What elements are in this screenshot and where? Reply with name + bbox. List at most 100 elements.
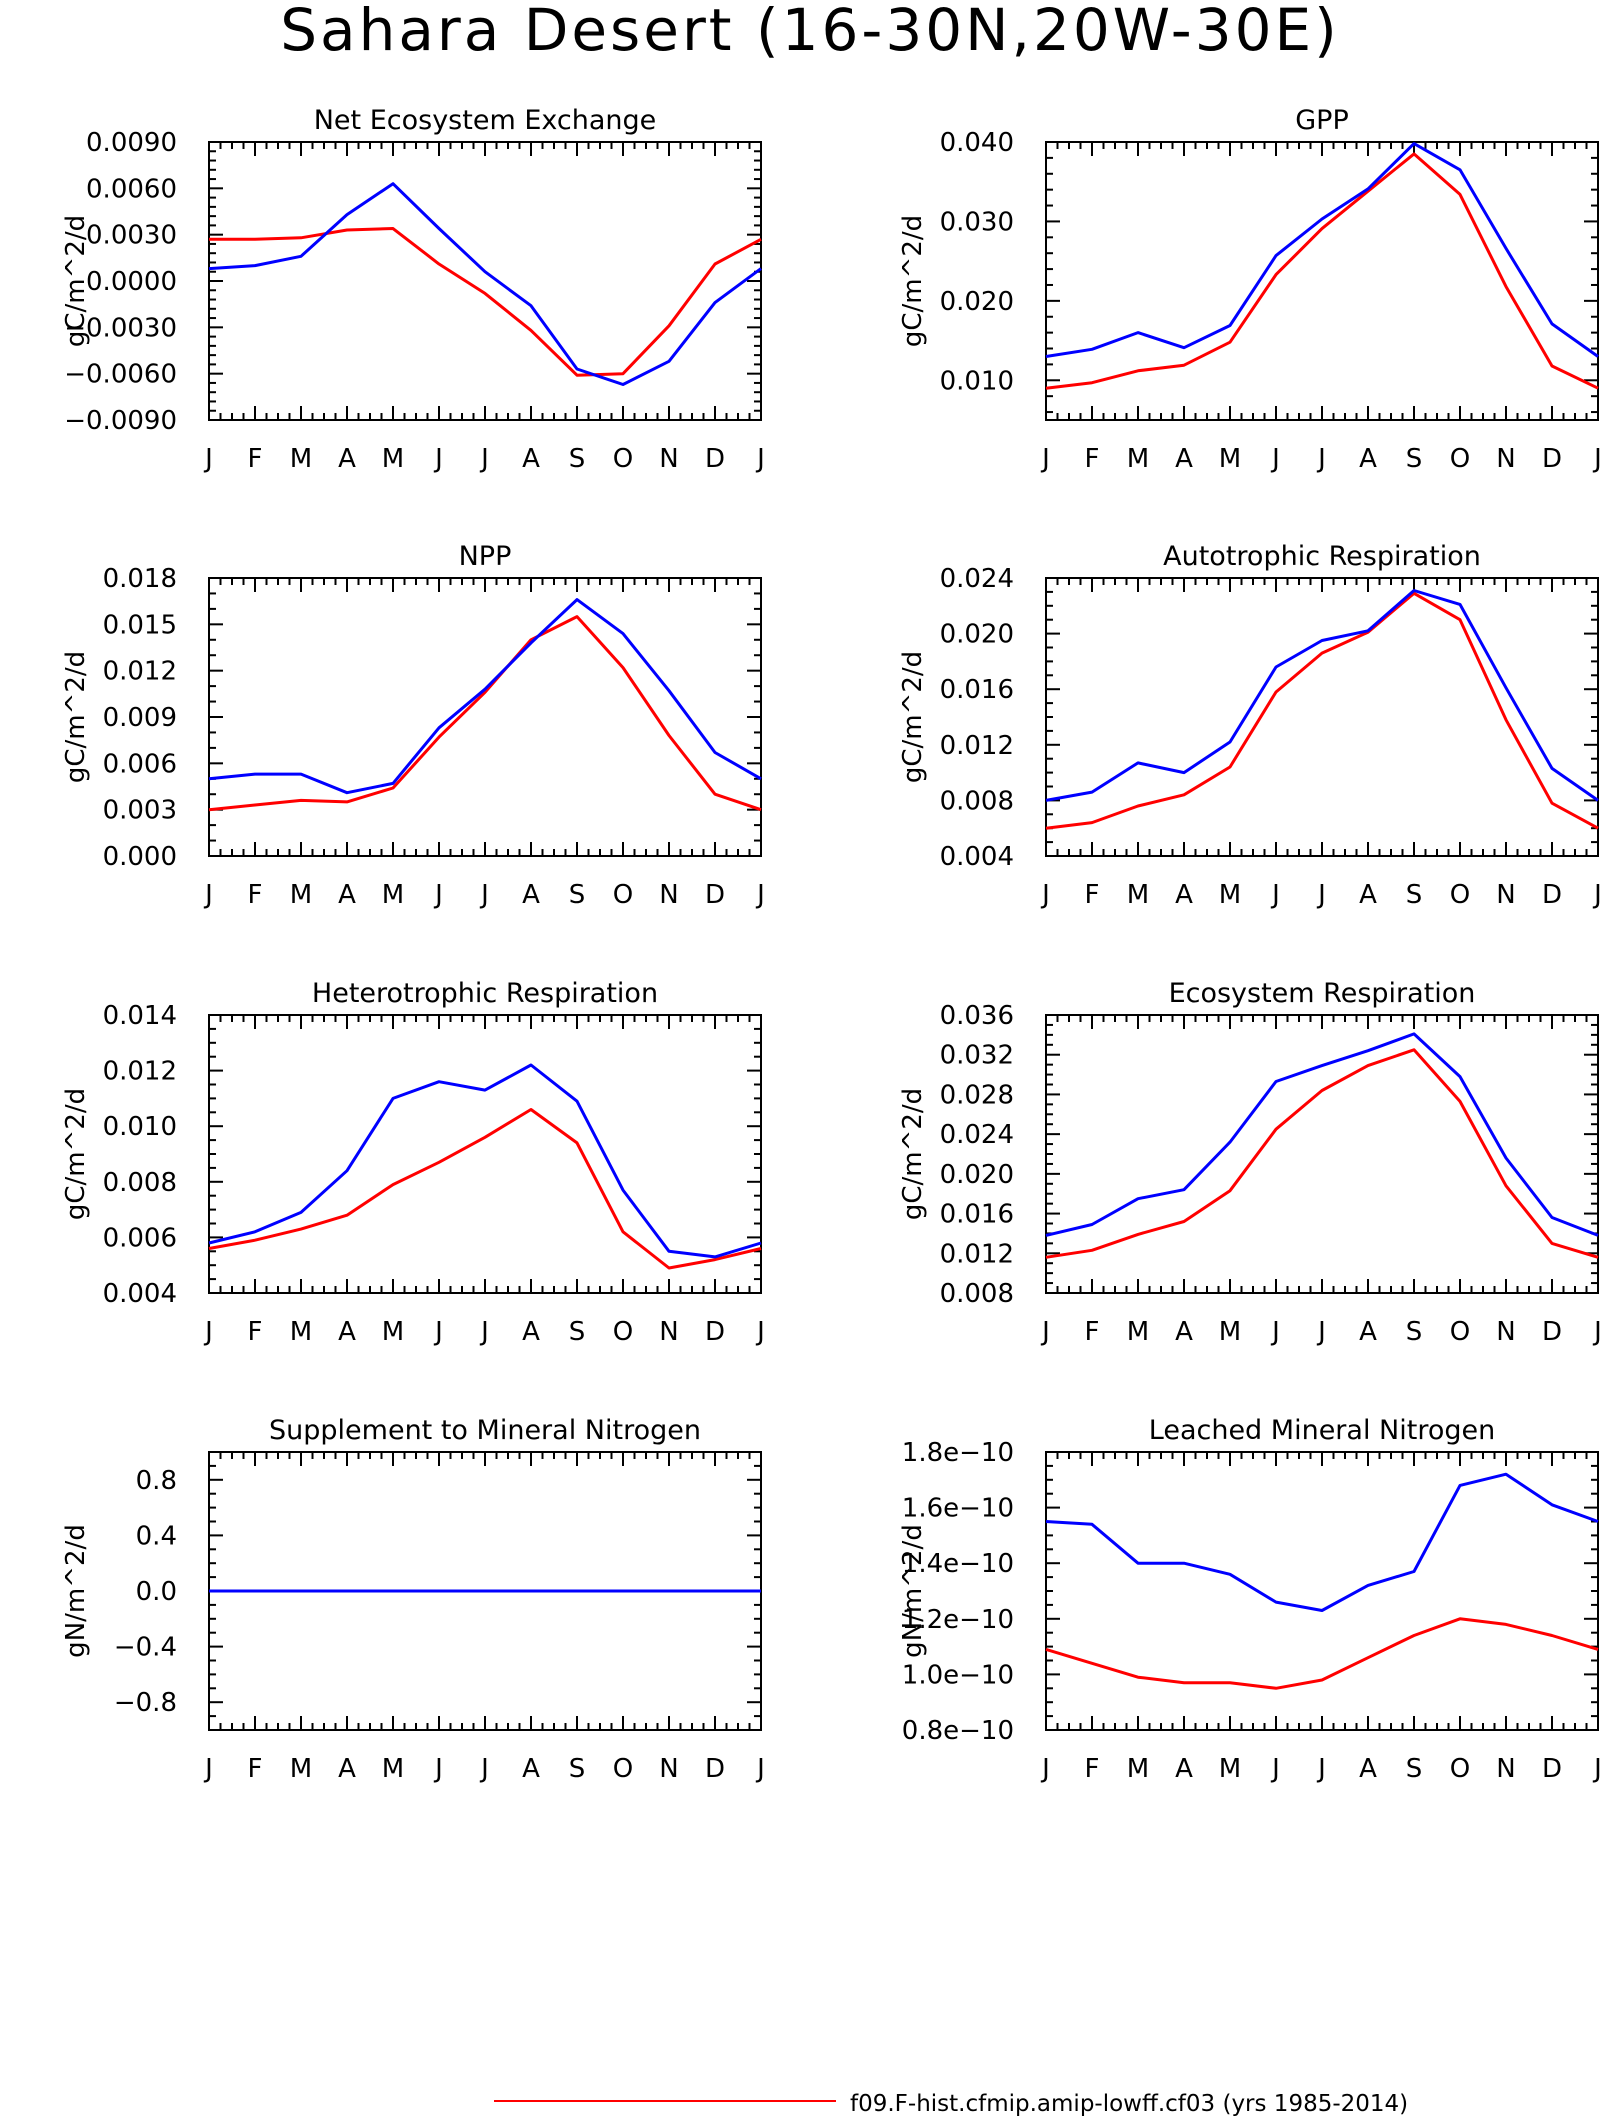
y-axis-label: gC/m^2/d [898,215,928,347]
panel-title: Net Ecosystem Exchange [314,105,657,136]
panel-5: Ecosystem Respiration gC/m^2/d 0.008 0.012 0… [898,978,1602,1347]
plot-frame [1045,141,1599,421]
y-axis-label: gC/m^2/d [61,651,91,783]
x-tick-label: F [248,1754,263,1784]
x-tick-label: N [659,444,678,474]
x-tick-label: M [290,444,312,474]
panel-0: Net Ecosystem Exchange gC/m^2/d −0.0090 −0.… [61,105,765,474]
y-tick-label: 0.000 [103,842,177,872]
x-tick-label: A [338,880,356,910]
y-tick-label: 0.009 [103,703,177,733]
x-tick-label: F [1085,444,1100,474]
x-tick-label: N [1496,880,1515,910]
x-tick-label: M [382,444,404,474]
x-tick-label: M [1127,444,1149,474]
x-tick-label: A [338,1754,356,1784]
plot-frame [1045,1014,1599,1294]
x-tick-label: D [1542,444,1562,474]
x-tick-label: N [1496,444,1515,474]
x-tick-label: D [1542,1754,1562,1784]
y-tick-label: 0.020 [940,287,1014,317]
y-tick-label: 0.008 [940,786,1014,816]
x-tick-label: A [522,444,540,474]
x-tick-label: O [1450,444,1470,474]
x-tick-label: J [1040,1754,1050,1784]
x-tick-label: M [382,880,404,910]
x-tick-label: J [1592,1317,1602,1347]
x-tick-label: S [569,1754,586,1784]
x-tick-label: D [1542,880,1562,910]
x-tick-label: S [1406,444,1423,474]
x-tick-label: J [1270,1317,1280,1347]
x-tick-label: N [659,880,678,910]
series-line-blue [208,598,762,795]
series-line-red [1045,1048,1599,1259]
y-tick-label: 0.020 [940,620,1014,650]
series-line-blue [208,1063,762,1259]
series-line-red [208,615,762,812]
y-tick-label: 0.040 [940,128,1014,158]
x-tick-label: J [1316,444,1326,474]
x-tick-label: J [755,1317,765,1347]
y-tick-label: 1.2e−10 [902,1605,1014,1635]
x-tick-label: M [382,1754,404,1784]
legend-red-label: f09.F-hist.cfmip.amip-lowff.cf03 (yrs 19… [850,2091,1408,2117]
y-tick-label: 0.018 [103,564,177,594]
y-tick-label: −0.0090 [64,406,177,436]
y-tick-label: 0.0090 [86,128,177,158]
series-line-blue [1045,142,1599,358]
legend: f09.F-hist.cfmip.amip-lowff.cf03 (yrs 19… [494,2091,1408,2117]
panel-title: Leached Mineral Nitrogen [1149,1415,1495,1446]
x-tick-label: A [522,880,540,910]
x-tick-label: N [1496,1754,1515,1784]
x-tick-label: J [1040,444,1050,474]
panel-7: Leached Mineral Nitrogen gN/m^2/d 0.8e−10 1… [898,1415,1602,1784]
x-tick-label: J [479,1317,489,1347]
x-tick-label: S [569,444,586,474]
panel-6: Supplement to Mineral Nitrogen gN/m^2/d −0… [61,1415,765,1784]
panels: Net Ecosystem Exchange gC/m^2/d −0.0090 −0.… [61,105,1602,1784]
x-tick-label: F [248,444,263,474]
x-tick-label: J [479,880,489,910]
y-tick-label: −0.8 [114,1688,177,1718]
plot-frame [1045,1451,1599,1731]
y-tick-label: 0.003 [103,796,177,826]
x-tick-label: O [613,1317,633,1347]
y-tick-label: 0.015 [103,610,177,640]
series-line-blue [208,182,762,386]
x-tick-label: J [203,444,213,474]
y-tick-label: 0.0030 [86,221,177,251]
y-tick-label: 0.016 [940,1200,1014,1230]
y-axis-label: gN/m^2/d [61,1524,91,1658]
figure-title: Sahara Desert (16-30N,20W-30E) [280,0,1340,64]
x-tick-label: M [1219,1754,1241,1784]
y-tick-label: 0.0 [136,1577,177,1607]
y-tick-label: 0.024 [940,564,1014,594]
x-tick-label: J [1592,880,1602,910]
series-line-red [1045,591,1599,830]
x-tick-label: O [613,880,633,910]
x-tick-label: A [1359,1754,1377,1784]
y-tick-label: 0.0060 [86,174,177,204]
x-tick-label: M [1219,880,1241,910]
x-tick-label: O [1450,1317,1470,1347]
x-tick-label: S [569,880,586,910]
plot-frame [1045,577,1599,857]
x-tick-label: J [1316,1754,1326,1784]
x-tick-label: O [1450,880,1470,910]
y-tick-label: 1.6e−10 [902,1494,1014,1524]
y-tick-label: 0.006 [103,749,177,779]
x-tick-label: J [1040,880,1050,910]
x-tick-label: O [613,1754,633,1784]
x-tick-label: S [1406,1754,1423,1784]
x-tick-label: D [705,444,725,474]
y-axis-label: gC/m^2/d [61,215,91,347]
panel-title: GPP [1295,105,1349,136]
x-tick-label: M [290,1754,312,1784]
x-tick-label: M [382,1317,404,1347]
x-tick-label: J [1592,1754,1602,1784]
x-tick-label: A [522,1754,540,1784]
x-tick-label: J [203,880,213,910]
